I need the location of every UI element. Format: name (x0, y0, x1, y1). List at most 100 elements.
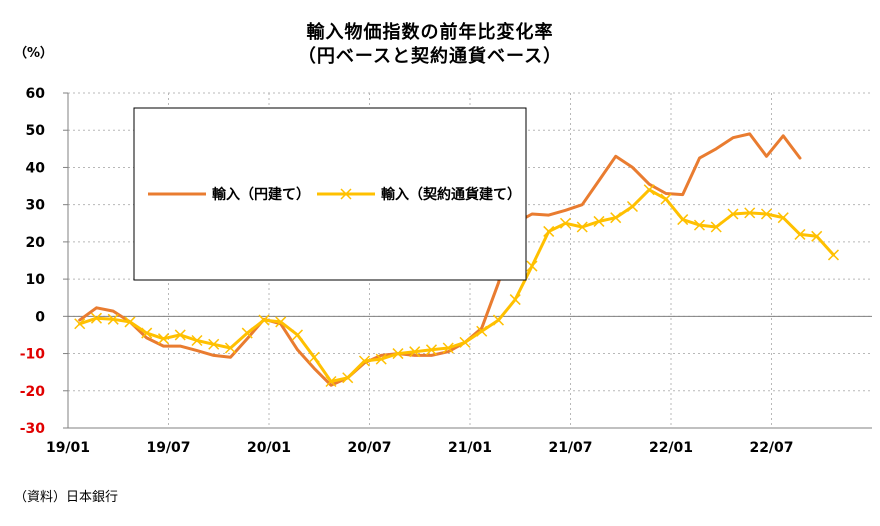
series-2-point-marker (626, 200, 639, 213)
marker-stroke (90, 312, 103, 324)
series-2-point-marker (124, 316, 136, 328)
marker-stroke (208, 338, 220, 350)
series-2-point-marker (358, 355, 371, 367)
marker-stroke (693, 219, 706, 231)
axes (63, 92, 872, 429)
series-2-point-marker (241, 327, 253, 339)
series-2-point-marker (677, 214, 689, 226)
marker-stroke (141, 327, 153, 339)
marker-stroke (559, 217, 572, 229)
series-2-point-marker (811, 230, 823, 242)
series-2-point-marker (308, 351, 320, 363)
source-note: （資料）日本銀行 (14, 490, 119, 505)
series-2-point-marker (107, 313, 119, 325)
series-2-point-marker (409, 346, 421, 358)
marker-stroke (610, 212, 622, 224)
marker-stroke (827, 249, 840, 261)
series-2-point-marker (157, 333, 170, 345)
y-tick-label: 0 (35, 309, 45, 325)
x-tick-label: 21/01 (448, 440, 492, 456)
x-tick-label: 20/07 (347, 440, 391, 456)
marker-stroke (492, 314, 505, 326)
marker-stroke (425, 344, 438, 356)
series-2-point-marker (509, 294, 521, 306)
series-2-point-marker (442, 342, 454, 354)
legend-label-2: 輸入（契約通貨建て） (381, 186, 521, 203)
series-2-point-marker (224, 342, 237, 354)
x-tick-label: 21/07 (548, 440, 592, 456)
marker-stroke (811, 230, 823, 242)
marker-stroke (677, 214, 689, 226)
series-line-1 (78, 132, 802, 387)
series-2-point-marker (794, 228, 806, 240)
series-2-point-marker (90, 312, 103, 324)
y-tick-label: -10 (20, 347, 46, 363)
marker-stroke (358, 355, 371, 367)
series-2-point-marker (643, 184, 655, 196)
marker-stroke (710, 221, 722, 233)
chart-subtitle: （円ベースと契約通貨ベース） (297, 46, 563, 67)
marker-stroke (727, 208, 739, 220)
marker-stroke (124, 316, 136, 328)
marker-stroke (442, 342, 454, 354)
series-2-point-marker (258, 314, 270, 326)
marker-stroke (258, 314, 270, 326)
series-group (74, 132, 840, 388)
marker-stroke (593, 215, 605, 227)
marker-stroke (643, 184, 655, 196)
series-2-point-marker (191, 334, 203, 347)
series-2-point-marker (325, 375, 337, 388)
marker-stroke (107, 313, 119, 325)
marker-stroke (794, 228, 806, 240)
marker-stroke (157, 333, 170, 345)
x-tick-label: 20/01 (247, 440, 291, 456)
y-tick-label: 40 (26, 160, 46, 176)
marker-stroke (325, 375, 337, 388)
marker-stroke (509, 294, 521, 306)
marker-stroke (744, 207, 756, 219)
marker-stroke (626, 200, 639, 213)
marker-stroke (576, 221, 588, 233)
marker-stroke (275, 316, 287, 328)
series-2-point-marker (74, 318, 86, 330)
marker-stroke (660, 193, 672, 205)
y-tick-label: 30 (26, 198, 46, 214)
marker-stroke (308, 351, 320, 363)
series-2-point-marker (559, 217, 572, 229)
marker-stroke (291, 329, 304, 341)
series-2-point-marker (827, 249, 840, 261)
series-2-point-marker (543, 225, 555, 237)
chart-title: 輸入物価指数の前年比変化率 (306, 22, 554, 43)
series-2-point-marker (476, 325, 488, 337)
y-tick-label: 60 (26, 86, 46, 102)
series-2-point-marker (275, 316, 287, 328)
marker-stroke (342, 372, 354, 384)
marker-stroke (224, 342, 237, 354)
series-2-point-marker (425, 344, 438, 356)
series-2-point-marker (375, 353, 387, 365)
marker-stroke (174, 329, 186, 341)
y-tick-label: -30 (20, 421, 46, 437)
series-2-point-marker (174, 329, 186, 341)
series-2-point-marker (660, 193, 672, 205)
legend: 輸入（円建て） 輸入（契約通貨建て） (133, 107, 527, 281)
series-2-point-marker (777, 212, 789, 224)
series-2-point-marker (459, 336, 471, 348)
series-2-point-marker (727, 208, 739, 220)
series-2-point-marker (526, 260, 538, 272)
y-tick-label: 10 (26, 272, 46, 288)
marker-stroke (392, 348, 404, 360)
marker-stroke (476, 325, 488, 337)
legend-label-1: 輸入（円建て） (212, 186, 310, 203)
x-tick-label: 22/07 (749, 440, 793, 456)
marker-stroke (760, 208, 773, 220)
y-tick-label: 20 (26, 235, 46, 251)
marker-stroke (241, 327, 253, 339)
x-tick-label: 22/01 (649, 440, 693, 456)
marker-stroke (409, 346, 421, 358)
legend-marker (340, 188, 352, 200)
series-line-2 (78, 188, 835, 383)
series-2-point-marker (392, 348, 404, 360)
